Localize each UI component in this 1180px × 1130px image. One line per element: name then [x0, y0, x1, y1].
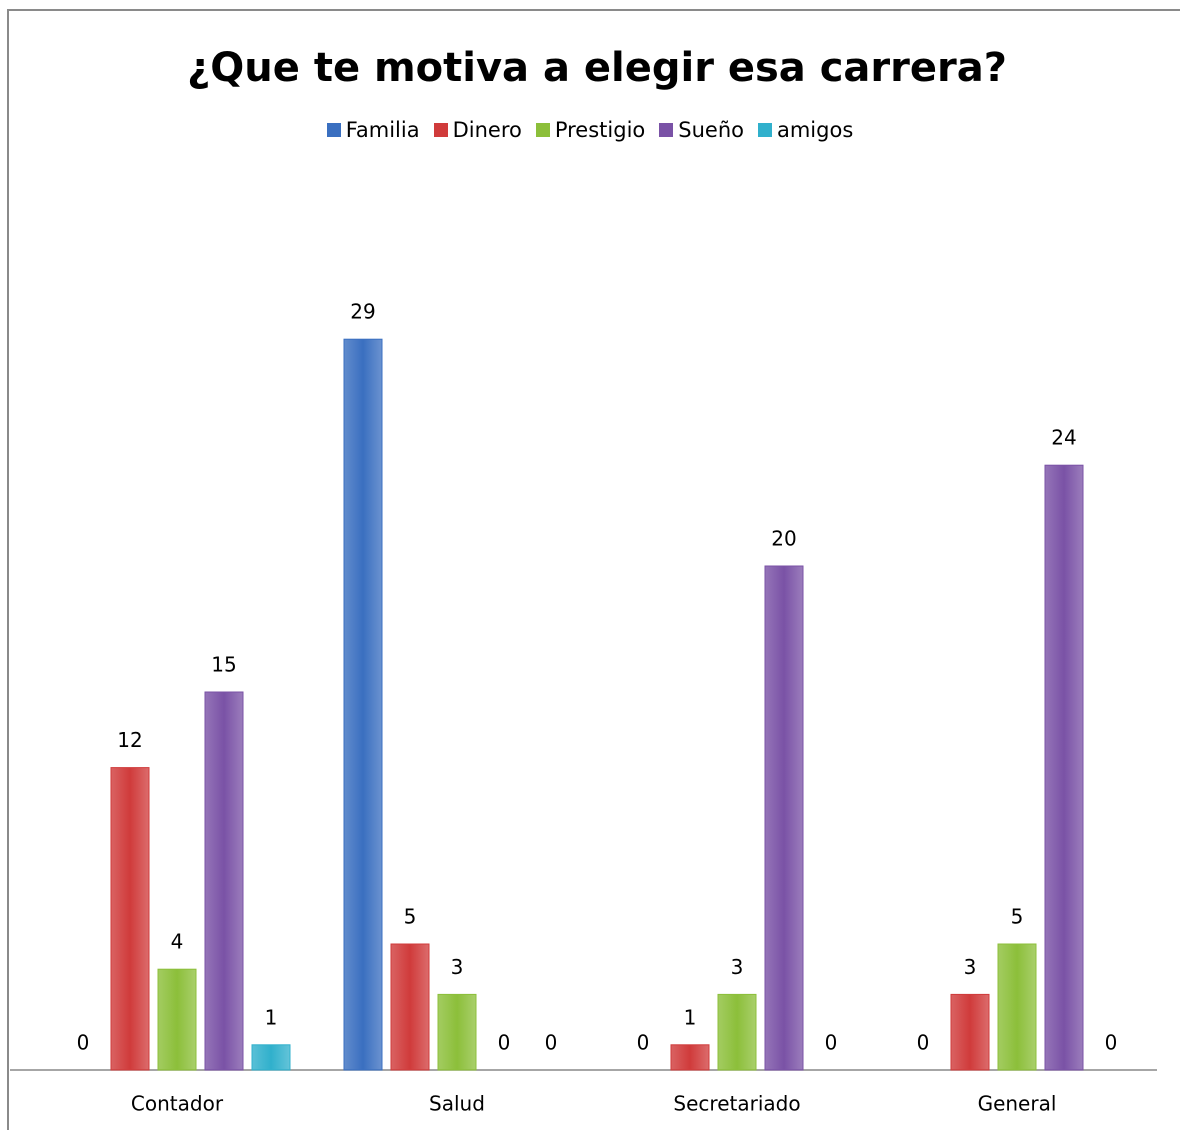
- legend-item: Sueño: [659, 118, 744, 142]
- bar: [157, 968, 197, 1071]
- data-label: 1: [684, 1005, 697, 1029]
- legend-label: amigos: [776, 118, 854, 142]
- bar: [717, 993, 757, 1071]
- legend-swatch: [433, 123, 448, 137]
- bar: [343, 338, 383, 1071]
- legend-item: Prestigio: [535, 118, 646, 142]
- bar: [670, 1044, 710, 1071]
- data-label: 20: [771, 527, 796, 551]
- bar: [997, 943, 1037, 1071]
- data-label: 5: [404, 905, 417, 929]
- bar: [950, 993, 990, 1071]
- bar: [204, 691, 244, 1071]
- legend-swatch: [659, 123, 674, 137]
- x-tick-label: Salud: [429, 1092, 485, 1116]
- legend: Familia Dinero Prestigio Sueño amigos: [0, 118, 1180, 142]
- data-label: 24: [1051, 426, 1076, 450]
- legend-swatch: [757, 123, 772, 137]
- bar: [764, 565, 804, 1071]
- legend-swatch: [326, 123, 341, 137]
- chart-title: ¿Que te motiva a elegir esa carrera?: [187, 45, 1007, 91]
- bar: [110, 767, 150, 1071]
- bar: [251, 1044, 291, 1071]
- data-label: 3: [731, 955, 744, 979]
- x-tick-label: General: [978, 1092, 1057, 1116]
- legend-item: amigos: [757, 118, 854, 142]
- data-label: 4: [171, 930, 184, 954]
- data-label: 5: [1011, 905, 1024, 929]
- legend-label: Sueño: [678, 118, 744, 142]
- data-label: 0: [637, 1031, 650, 1055]
- data-label: 0: [1105, 1031, 1118, 1055]
- data-label: 1: [265, 1005, 278, 1029]
- legend-label: Dinero: [452, 118, 522, 142]
- data-label: 3: [451, 955, 464, 979]
- legend-item: Familia: [326, 118, 420, 142]
- data-label: 3: [964, 955, 977, 979]
- data-label: 0: [825, 1031, 838, 1055]
- data-label: 0: [545, 1031, 558, 1055]
- legend-label: Prestigio: [554, 118, 646, 142]
- data-label: 12: [117, 728, 142, 752]
- data-label: 0: [77, 1031, 90, 1055]
- bar: [437, 993, 477, 1071]
- legend-swatch: [535, 123, 550, 137]
- data-label: 29: [350, 300, 375, 324]
- x-tick-label: Contador: [131, 1092, 224, 1116]
- data-label: 0: [498, 1031, 511, 1055]
- bar: [1044, 464, 1084, 1071]
- x-tick-label: Secretariado: [673, 1092, 800, 1116]
- data-label: 0: [917, 1031, 930, 1055]
- legend-item: Dinero: [433, 118, 522, 142]
- bar: [390, 943, 430, 1071]
- chart-border: [7, 9, 1180, 1130]
- legend-label: Familia: [345, 118, 420, 142]
- data-label: 15: [211, 653, 236, 677]
